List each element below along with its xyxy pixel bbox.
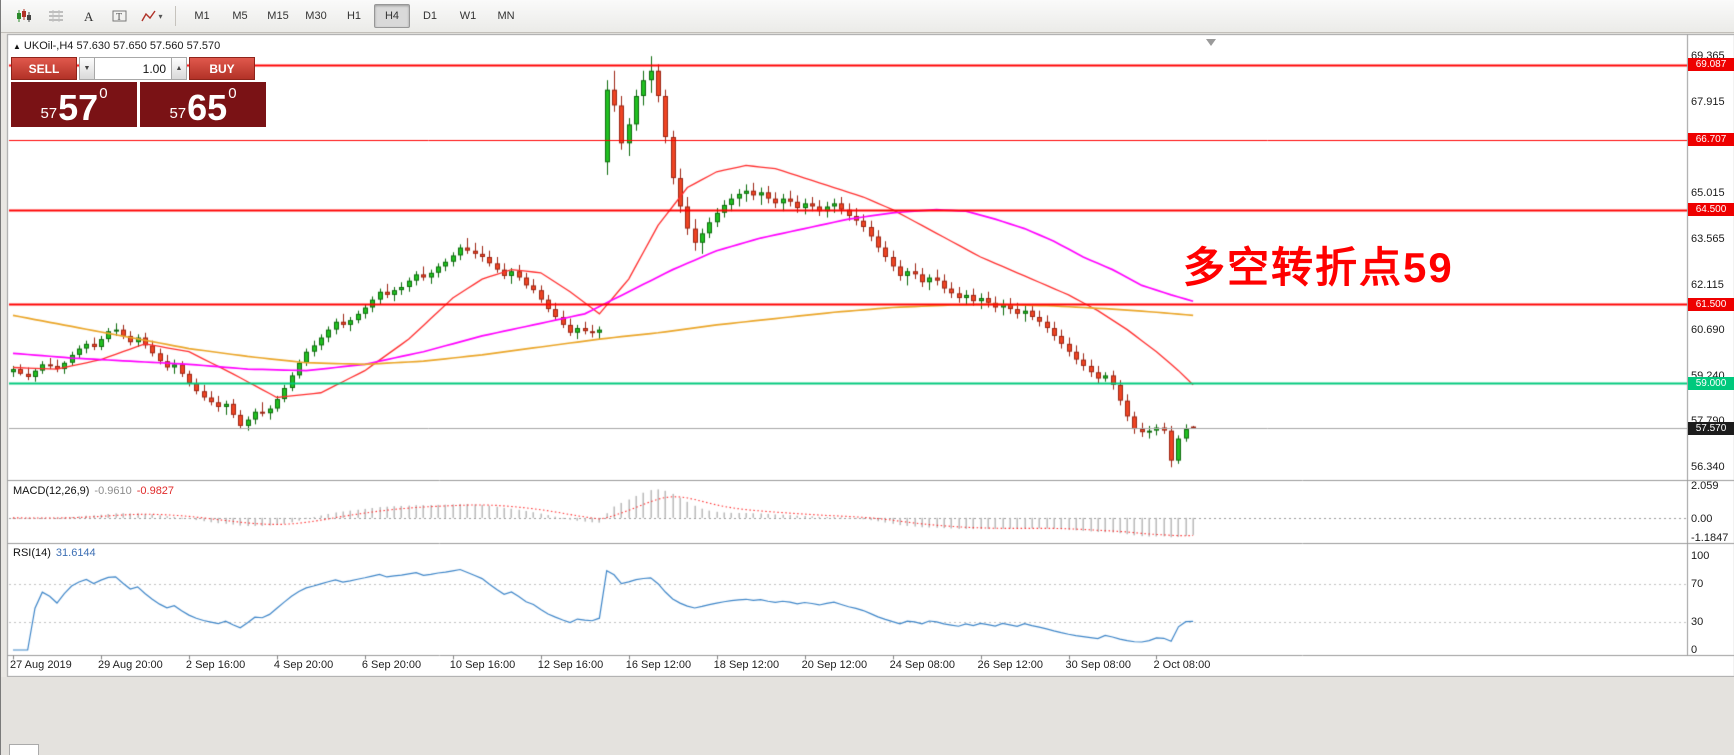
date-axis-label: 27 Aug 2019 [10,659,72,671]
symbol-info: ▲ UKOil-,H4 57.630 57.650 57.560 57.570 [13,40,220,52]
macd-axis-tick: 0.00 [1691,512,1713,525]
price-level-badge: 57.570 [1688,421,1734,435]
date-axis-label: 24 Sep 08:00 [889,659,956,671]
chart-shift-marker[interactable] [1206,39,1216,46]
date-axis-label: 16 Sep 12:00 [625,659,692,671]
ask-price-display[interactable]: 57 65 0 [140,82,266,127]
timeframe-w1[interactable]: W1 [459,10,477,22]
chart-text-annotation: 多空转折点59 [1183,244,1454,291]
ask-int: 57 [169,105,187,122]
toolbar-separator [175,6,176,26]
chart-candles-glyph [17,9,31,22]
timeframe-m5[interactable]: M5 [232,10,248,22]
svg-text:T: T [116,12,122,23]
bottom-tab-stub [9,744,39,755]
text-tool-icon[interactable]: A [73,3,103,29]
rsi-axis-tick: 30 [1691,615,1704,628]
collapse-arrow-icon[interactable]: ▲ [13,42,21,51]
date-axis-label: 2 Sep 16:00 [185,659,246,671]
timeframe-mn[interactable]: MN [497,10,515,22]
price-level-badge: 69.087 [1688,58,1734,72]
rsi-axis-tick: 70 [1691,578,1704,591]
chart-grid-glyph [49,10,63,22]
timeframe-group: M1 M5 M15 M30 H1 H4 D1 W1 MN [184,4,524,28]
macd-name: MACD(12,26,9) [13,485,90,497]
one-click-trading-panel: SELL ▼ ▲ BUY 57 57 0 57 65 0 [11,57,266,127]
chevron-down-icon: ▾ [158,11,163,21]
rsi-indicator-label: RSI(14) 31.6144 [13,547,96,559]
price-axis-tick: 63.565 [1691,233,1725,246]
date-axis-label: 2 Oct 08:00 [1153,659,1211,671]
ask-sup: 0 [228,85,237,102]
timeframe-h4[interactable]: H4 [374,4,410,28]
date-axis-label: 30 Sep 08:00 [1065,659,1131,671]
rsi-axis-tick: 0 [1691,644,1698,656]
price-level-badge: 61.500 [1688,297,1734,311]
price-axis-tick: 60.690 [1691,323,1725,336]
date-axis-label: 26 Sep 12:00 [977,659,1043,671]
date-axis-label: 6 Sep 20:00 [361,659,422,671]
price-level-badge: 64.500 [1688,203,1734,217]
timeframe-m30[interactable]: M30 [305,10,327,22]
timeframe-d1[interactable]: D1 [422,10,438,22]
volume-dropdown-icon[interactable]: ▼ [79,57,95,80]
text-tool-glyph: A [84,9,94,23]
draw-objects-tool-icon[interactable]: ▾ [137,3,167,29]
price-axis-tick: 62.115 [1691,278,1724,291]
price-level-badge: 66.707 [1688,133,1734,147]
bid-sup: 0 [99,85,108,102]
macd-axis-tick: 2.059 [1691,480,1719,493]
timeframe-m1[interactable]: M1 [194,10,210,22]
sell-button[interactable]: SELL [11,57,77,80]
date-axis-label: 29 Aug 20:00 [97,659,163,671]
rsi-name: RSI(14) [13,547,51,559]
text-label-tool-icon[interactable]: T [105,3,135,29]
macd-axis-tick: -1.1847 [1691,531,1729,544]
macd-main-value: -0.9610 [94,485,132,497]
one-click-row-controls: SELL ▼ ▲ BUY [11,57,266,80]
svg-text:A: A [84,9,94,23]
rsi-axis-tick: 100 [1691,550,1710,562]
date-axis-label: 18 Sep 12:00 [713,659,780,671]
price-axis-tick: 67.915 [1691,95,1725,108]
rsi-value: 31.6144 [55,547,96,559]
volume-increase-icon[interactable]: ▲ [171,57,187,80]
toolbar: A T ▾ M1 M5 M15 M30 H1 H4 D1 W1 MN [1,0,1734,33]
bid-pips: 57 [58,87,99,129]
macd-signal-value: -0.9827 [136,485,175,497]
volume-box: ▼ ▲ [79,57,187,80]
chart-candles-icon[interactable] [9,3,39,29]
bid-price-display[interactable]: 57 57 0 [11,82,137,127]
date-axis-label: 12 Sep 16:00 [537,659,604,671]
chart-grid-icon[interactable] [41,3,71,29]
text-label-tool-glyph: T [112,10,127,23]
timeframe-h1[interactable]: H1 [346,10,362,22]
symbol-ohlc-text: UKOil-,H4 57.630 57.650 57.560 57.570 [23,40,221,52]
date-axis-label: 10 Sep 16:00 [449,659,516,671]
bid-int: 57 [40,105,58,122]
price-axis-tick: 65.015 [1691,187,1725,200]
ask-pips: 65 [187,87,228,129]
bottom-strip [1,677,1734,755]
date-axis-label: 4 Sep 20:00 [273,659,334,671]
macd-indicator-label: MACD(12,26,9) -0.9610 -0.9827 [13,485,174,497]
price-axis-tick: 56.340 [1691,461,1725,474]
date-axis-label: 20 Sep 12:00 [801,659,868,671]
price-level-badge: 59.000 [1688,376,1734,390]
buy-button[interactable]: BUY [189,57,255,80]
draw-objects-glyph [141,10,157,22]
timeframe-m15[interactable]: M15 [267,10,289,22]
one-click-row-prices: 57 57 0 57 65 0 [11,82,266,127]
volume-input[interactable] [95,57,171,80]
